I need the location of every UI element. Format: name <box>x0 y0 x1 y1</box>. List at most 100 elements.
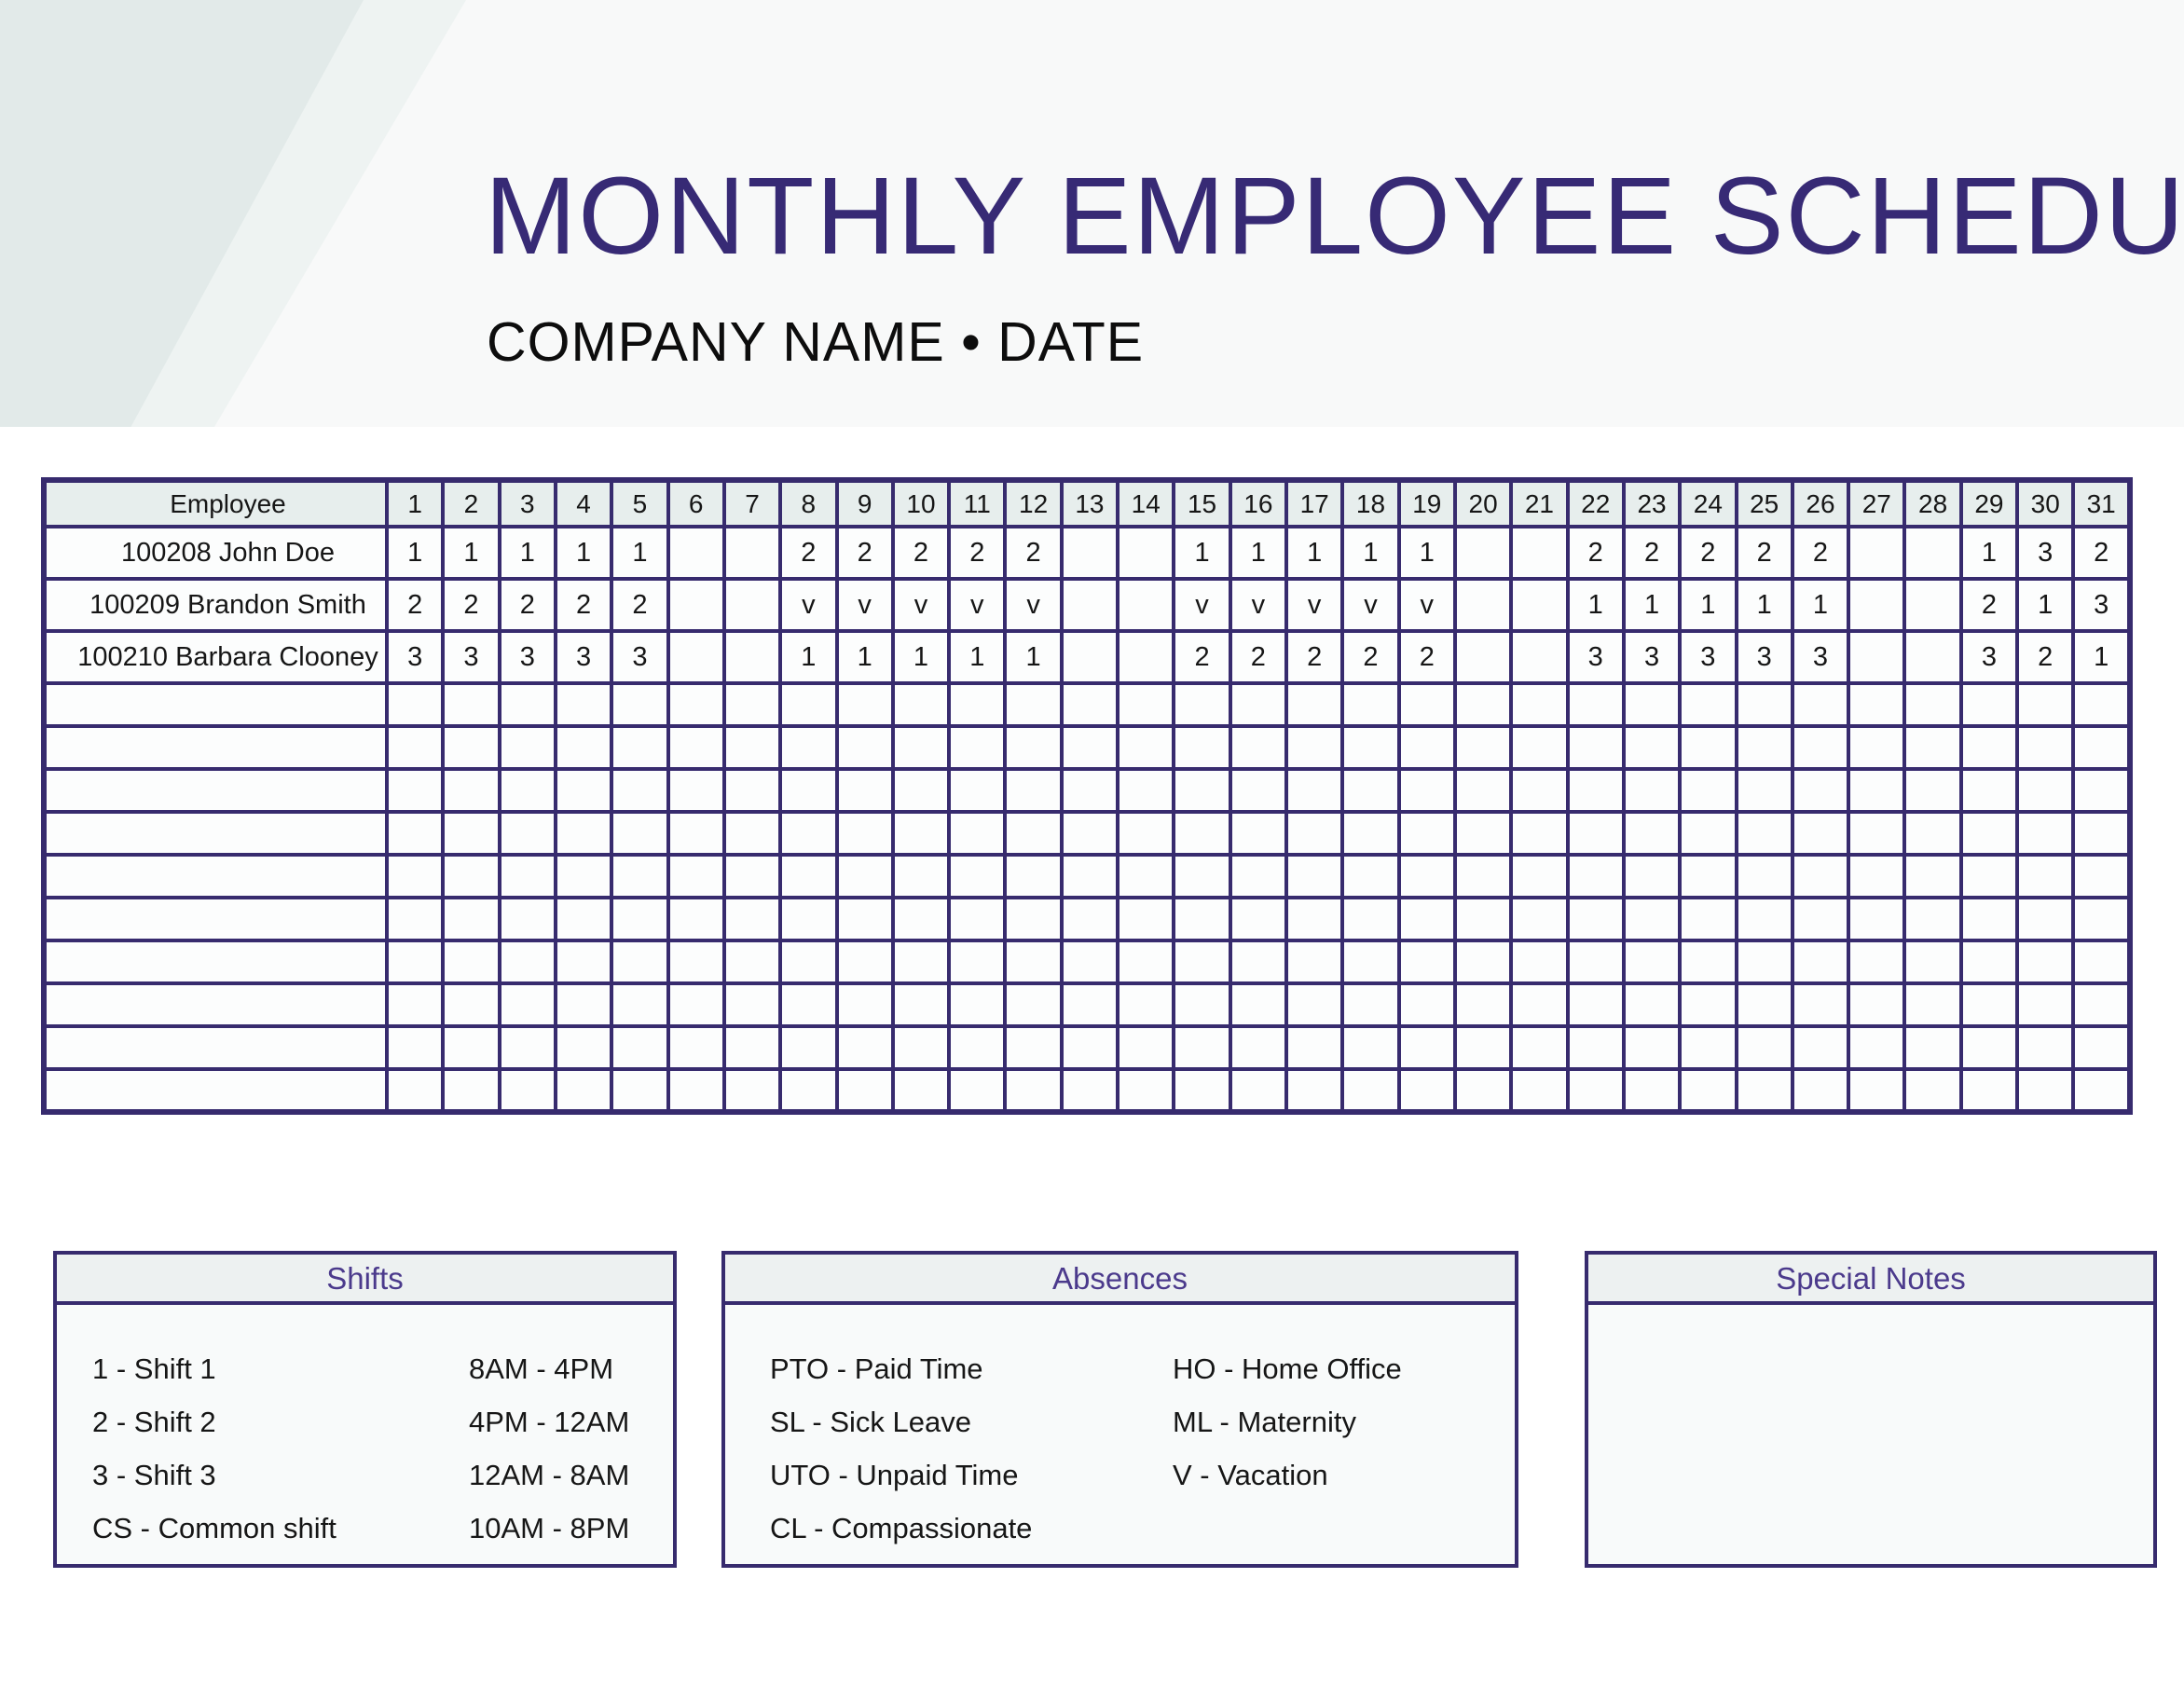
day-cell <box>666 577 726 633</box>
day-cell <box>1116 853 1176 899</box>
day-cell <box>1172 767 1232 814</box>
day-cell <box>553 896 614 942</box>
day-cell: 1 <box>553 525 614 581</box>
day-cell: 1 <box>1790 577 1851 633</box>
day-cell <box>1509 1067 1570 1114</box>
empty-schedule-row <box>42 853 2132 899</box>
day-column-header: 2 <box>441 478 501 528</box>
day-column-header: 29 <box>1958 478 2020 528</box>
day-cell <box>1396 981 1457 1028</box>
day-cell <box>553 1024 614 1071</box>
day-cell: 3 <box>553 629 614 685</box>
day-cell <box>1621 724 1683 771</box>
day-cell <box>1902 724 1963 771</box>
day-cell <box>1116 525 1176 581</box>
day-cell <box>497 1067 557 1114</box>
day-column-header: 19 <box>1396 478 1457 528</box>
day-cell <box>1452 1067 1514 1114</box>
day-cell <box>1509 681 1570 728</box>
day-cell <box>1228 896 1289 942</box>
shift-item: 1 - Shift 1 8AM - 4PM <box>57 1342 673 1395</box>
day-cell <box>1621 981 1683 1028</box>
day-cell: 1 <box>1678 577 1738 633</box>
day-cell <box>778 981 839 1028</box>
day-cell <box>1003 981 1064 1028</box>
day-cell <box>1228 724 1289 771</box>
day-cell: v <box>1340 577 1401 633</box>
day-cell <box>1565 853 1626 899</box>
day-cell <box>1452 681 1514 728</box>
day-cell <box>1059 939 1120 985</box>
day-cell <box>1790 853 1851 899</box>
day-cell <box>1734 896 1794 942</box>
day-cell <box>1116 767 1176 814</box>
day-column-header: 24 <box>1678 478 1738 528</box>
day-column-header: 20 <box>1452 478 1514 528</box>
day-cell: 1 <box>947 629 1008 685</box>
day-cell <box>1678 1067 1738 1114</box>
day-column-header: 12 <box>1003 478 1064 528</box>
empty-schedule-row <box>42 981 2132 1028</box>
day-cell: 2 <box>778 525 839 581</box>
day-cell <box>721 767 783 814</box>
day-cell: 1 <box>441 525 501 581</box>
day-cell <box>1678 724 1738 771</box>
day-cell <box>610 810 670 857</box>
day-cell <box>610 681 670 728</box>
day-cell <box>2071 1067 2132 1114</box>
day-cell <box>947 981 1008 1028</box>
day-cell <box>721 1024 783 1071</box>
day-cell <box>2015 853 2076 899</box>
day-cell: 1 <box>1565 577 1626 633</box>
day-column-header: 6 <box>666 478 726 528</box>
day-cell <box>1790 1067 1851 1114</box>
day-cell: 3 <box>1790 629 1851 685</box>
day-cell <box>778 724 839 771</box>
day-cell <box>666 810 726 857</box>
day-column-header: 4 <box>553 478 614 528</box>
day-cell <box>553 724 614 771</box>
absence-item: SL - Sick Leave <box>770 1406 971 1438</box>
day-cell <box>1452 525 1514 581</box>
schedule-row: 100210 Barbara Clooney 3 3 3 3 3 1 1 1 1 1 2 2 2 2 2 3 3 3… <box>42 629 2132 685</box>
day-cell <box>497 981 557 1028</box>
day-column-header: 27 <box>1847 478 1907 528</box>
day-cell <box>1284 896 1345 942</box>
day-cell: 2 <box>947 525 1008 581</box>
day-cell <box>834 724 895 771</box>
day-cell <box>2071 896 2132 942</box>
day-cell <box>1902 981 1963 1028</box>
employee-name-cell: 100208 John Doe <box>42 525 389 581</box>
day-cell <box>1902 1024 1963 1071</box>
day-cell <box>1059 767 1120 814</box>
schedule-row: 100208 John Doe 1 1 1 1 1 2 2 2 2 2 1 1 1 1 1 2 2 2 2 2 1 3 2 <box>42 525 2132 581</box>
day-cell <box>1902 939 1963 985</box>
day-cell <box>384 981 446 1028</box>
day-cell <box>441 853 501 899</box>
day-cell: 3 <box>1621 629 1683 685</box>
employee-name-cell <box>42 810 389 857</box>
day-cell <box>2015 681 2076 728</box>
day-cell <box>1621 853 1683 899</box>
day-cell <box>2015 1024 2076 1071</box>
day-cell: 3 <box>1734 629 1794 685</box>
empty-schedule-row <box>42 939 2132 985</box>
day-cell <box>947 939 1008 985</box>
day-cell <box>1059 681 1120 728</box>
day-cell <box>1790 939 1851 985</box>
day-column-header: 30 <box>2015 478 2076 528</box>
day-cell: 2 <box>2015 629 2076 685</box>
day-cell <box>1958 853 2020 899</box>
day-cell <box>1396 767 1457 814</box>
day-cell <box>947 810 1008 857</box>
day-column-header: 7 <box>721 478 783 528</box>
day-cell: 3 <box>497 629 557 685</box>
day-cell <box>1678 939 1738 985</box>
day-cell <box>384 896 446 942</box>
day-cell: 2 <box>1790 525 1851 581</box>
employee-name-cell <box>42 1067 389 1114</box>
day-cell <box>1734 981 1794 1028</box>
day-cell: 2 <box>2071 525 2132 581</box>
day-cell <box>1284 724 1345 771</box>
day-cell <box>1228 681 1289 728</box>
